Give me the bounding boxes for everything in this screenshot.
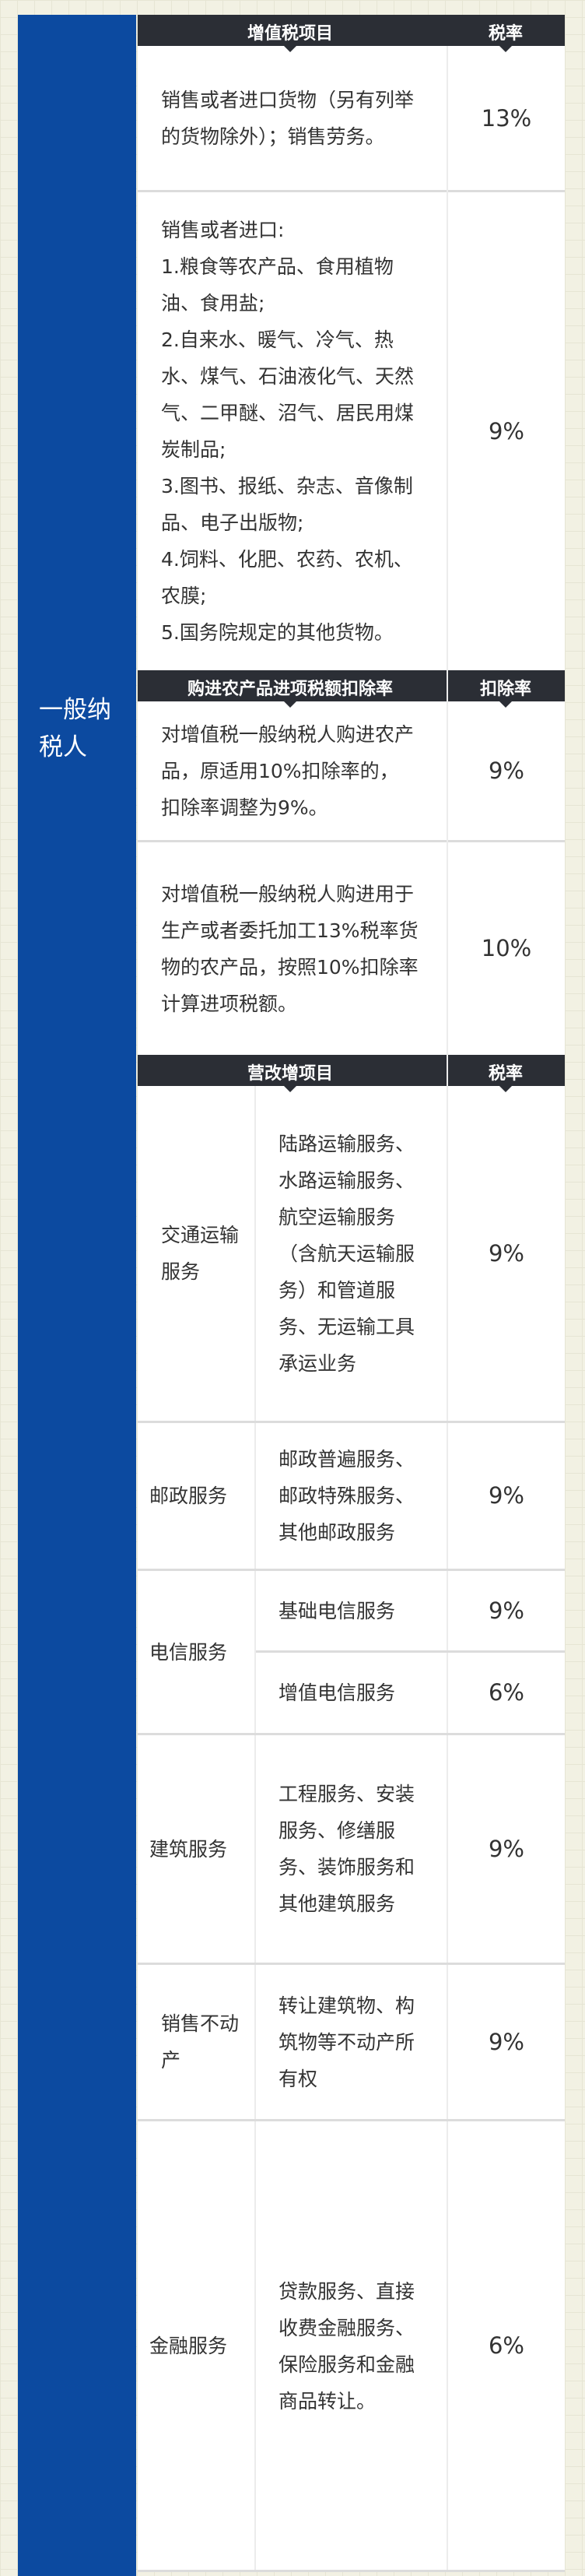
table-cell-rate: 9% [488, 1835, 524, 1862]
table-cell-item: 转让建筑物、构筑物等不动产所有权 [278, 1994, 415, 2090]
header-item: 营改增项目 [247, 1064, 334, 1084]
taxpayer-type-label: 一般纳税人 [39, 696, 111, 761]
category-cell: 交通运输服务 [161, 1224, 240, 1283]
row-divider [138, 2570, 565, 2572]
table-cell-rate: 9% [488, 417, 524, 445]
header-item: 购进农产品进项税额扣除率 [187, 680, 394, 699]
table-cell-rate: 9% [488, 1239, 524, 1267]
row-divider [138, 1733, 565, 1735]
column-divider [254, 1086, 256, 2571]
table-cell-item: 工程服务、安装服务、修缮服务、装饰服务和其他建筑服务 [278, 1783, 415, 1915]
deduction-header: 购进农产品进项税额扣除率 扣除率 [138, 670, 565, 708]
column-divider [447, 46, 448, 2571]
category-cell: 建筑服务 [149, 1837, 228, 1861]
header-item: 增值税项目 [247, 24, 334, 44]
rate-table [138, 15, 565, 2571]
category-cell: 金融服务 [149, 2335, 228, 2357]
table-cell-item: 对增值税一般纳税人购进用于生产或者委托加工13%税率货物的农产品，按照10%扣除… [161, 882, 419, 1015]
table-cell-item: 陆路运输服务、水路运输服务、航空运输服务（含航天运输服务）和管道服务、无运输工具… [278, 1132, 415, 1375]
taxpayer-type-column [18, 15, 136, 2576]
header-rate: 税率 [488, 24, 524, 44]
table-cell-rate: 6% [488, 1679, 524, 1706]
row-divider [138, 2119, 565, 2121]
table-cell-rate: 6% [488, 2332, 524, 2359]
row-divider [138, 840, 565, 842]
table-cell-item: 增值电信服务 [278, 1682, 396, 1704]
table-cell-rate: 10% [481, 935, 532, 961]
table-cell-rate: 9% [488, 757, 524, 784]
category-cell: 电信服务 [149, 1640, 228, 1664]
table-cell-item: 销售或者进口货物（另有列举的货物除外）；销售劳务。 [161, 89, 415, 148]
category-cell: 邮政服务 [149, 1485, 228, 1507]
vat-items-header: 增值税项目 税率 [138, 15, 565, 52]
header-rate: 税率 [488, 1064, 524, 1084]
table-cell-rate: 13% [481, 104, 532, 132]
category-cell: 销售不动产 [161, 2012, 240, 2072]
table-cell-rate: 9% [488, 1482, 524, 1509]
row-divider [256, 1650, 565, 1653]
table-cell-rate: 9% [488, 1597, 524, 1624]
header-rate: 扣除率 [479, 680, 532, 699]
row-divider [138, 190, 565, 192]
table-cell-rate: 9% [488, 2028, 524, 2055]
row-divider [138, 1963, 565, 1965]
row-divider [138, 1569, 565, 1571]
business-tax-reform-header: 营改增项目 税率 [138, 1055, 565, 1092]
table-cell-item: 基础电信服务 [278, 1599, 396, 1622]
table-cell-item: 贷款服务、直接收费金融服务、保险服务和金融商品转让。 [278, 2279, 415, 2413]
table-cell-item: 销售或者进口: 1.粮食等农产品、食用植物油、食用盐; 2.自来水、暖气、冷气、… [161, 219, 415, 644]
row-divider [138, 1421, 565, 1423]
table-cell-item: 对增值税一般纳税人购进农产品，原适用10%扣除率的，扣除率调整为9%。 [161, 722, 415, 819]
table-cell-item: 邮政普遍服务、邮政特殊服务、其他邮政服务 [278, 1448, 415, 1544]
